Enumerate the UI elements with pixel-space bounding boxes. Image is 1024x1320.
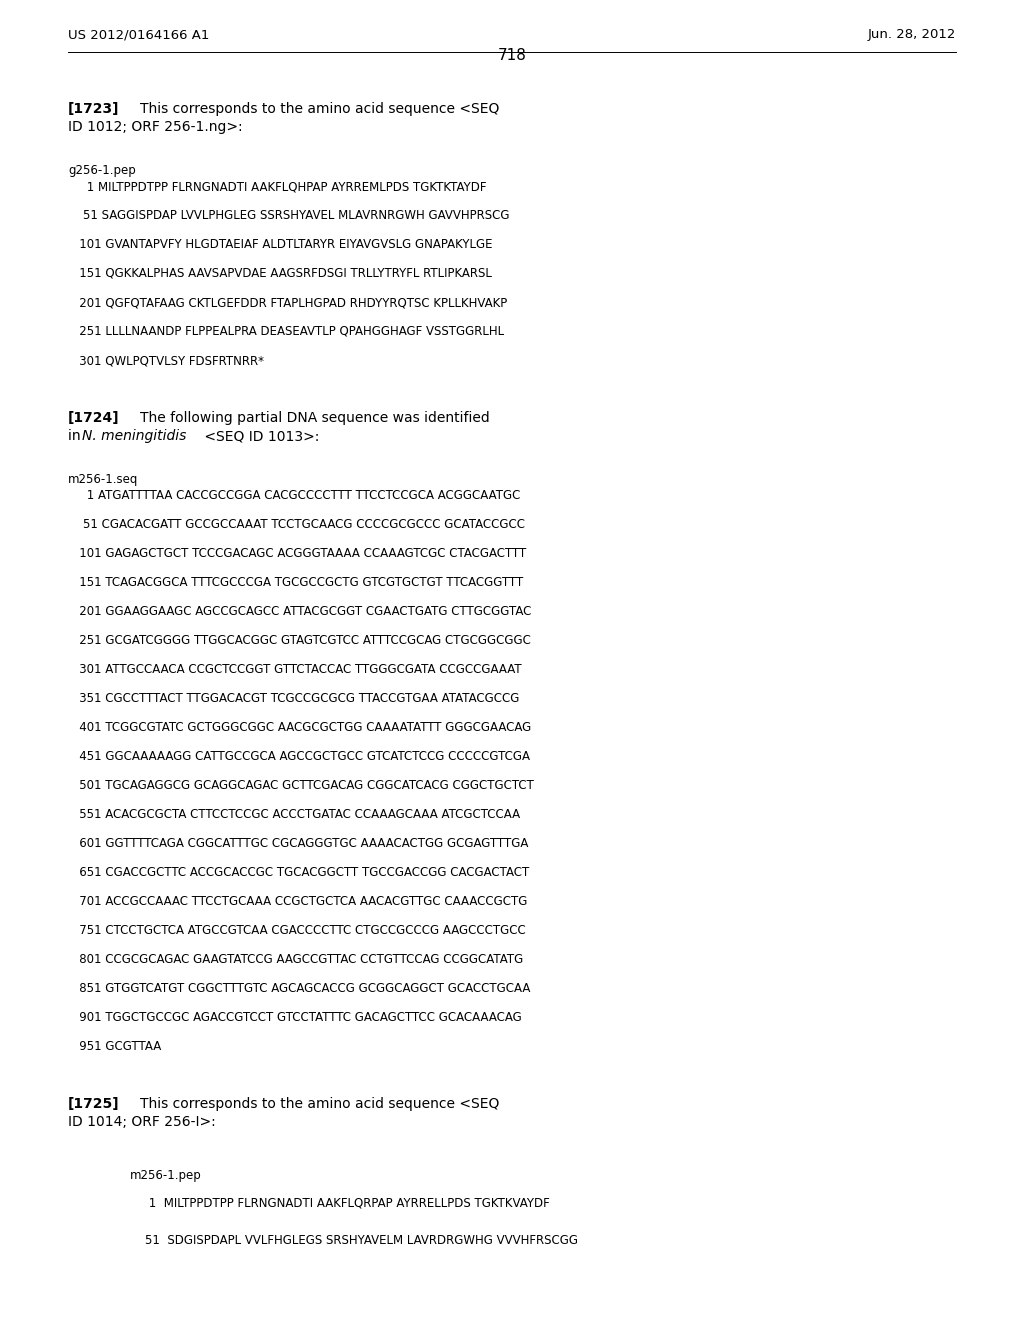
Text: [1725]: [1725] <box>68 1097 120 1111</box>
Text: This corresponds to the amino acid sequence <SEQ: This corresponds to the amino acid seque… <box>140 102 500 116</box>
Text: 718: 718 <box>498 48 526 63</box>
Text: US 2012/0164166 A1: US 2012/0164166 A1 <box>68 28 209 41</box>
Text: 551 ACACGCGCTA CTTCCTCCGC ACCCTGATAC CCAAAGCAAA ATCGCTCCAA: 551 ACACGCGCTA CTTCCTCCGC ACCCTGATAC CCA… <box>68 808 520 821</box>
Text: 451 GGCAAAAAGG CATTGCCGCA AGCCGCTGCC GTCATCTCCG CCCCCGTCGA: 451 GGCAAAAAGG CATTGCCGCA AGCCGCTGCC GTC… <box>68 750 530 763</box>
Text: 651 CGACCGCTTC ACCGCACCGC TGCACGGCTT TGCCGACCGG CACGACTACT: 651 CGACCGCTTC ACCGCACCGC TGCACGGCTT TGC… <box>68 866 529 879</box>
Text: 251 LLLLNAANDP FLPPEALPRA DEASEAVTLP QPAHGGHAGF VSSTGGRLHL: 251 LLLLNAANDP FLPPEALPRA DEASEAVTLP QPA… <box>68 325 504 338</box>
Text: 251 GCGATCGGGG TTGGCACGGC GTAGTCGTCC ATTTCCGCAG CTGCGGCGGC: 251 GCGATCGGGG TTGGCACGGC GTAGTCGTCC ATT… <box>68 634 530 647</box>
Text: 1 ATGATTTTAA CACCGCCGGA CACGCCCCTTT TTCCTCCGCA ACGGCAATGC: 1 ATGATTTTAA CACCGCCGGA CACGCCCCTTT TTCC… <box>68 488 520 502</box>
Text: 51  SDGISPDAPL VVLFHGLEGS SRSHYAVELM LAVRDRGWHG VVVHFRSCGG: 51 SDGISPDAPL VVLFHGLEGS SRSHYAVELM LAVR… <box>130 1234 578 1247</box>
Text: This corresponds to the amino acid sequence <SEQ: This corresponds to the amino acid seque… <box>140 1097 500 1111</box>
Text: 351 CGCCTTTACT TTGGACACGT TCGCCGCGCG TTACCGTGAA ATATACGCCG: 351 CGCCTTTACT TTGGACACGT TCGCCGCGCG TTA… <box>68 692 519 705</box>
Text: 851 GTGGTCATGT CGGCTTTGTC AGCAGCACCG GCGGCAGGCT GCACCTGCAA: 851 GTGGTCATGT CGGCTTTGTC AGCAGCACCG GCG… <box>68 982 530 995</box>
Text: 51 SAGGISPDAP LVVLPHGLEG SSRSHYAVEL MLAVRNRGWH GAVVHPRSCG: 51 SAGGISPDAP LVVLPHGLEG SSRSHYAVEL MLAV… <box>68 209 510 222</box>
Text: 151 QGKKALPHAS AAVSAPVDAE AAGSRFDSGI TRLLYTRYFL RTLIPKARSL: 151 QGKKALPHAS AAVSAPVDAE AAGSRFDSGI TRL… <box>68 267 492 280</box>
Text: 1  MILTPPDTPP FLRNGNADTI AAKFLQRPAP AYRRELLPDS TGKTKVAYDF: 1 MILTPPDTPP FLRNGNADTI AAKFLQRPAP AYRRE… <box>130 1197 550 1210</box>
Text: 401 TCGGCGTATC GCTGGGCGGC AACGCGCTGG CAAAATATTT GGGCGAACAG: 401 TCGGCGTATC GCTGGGCGGC AACGCGCTGG CAA… <box>68 721 531 734</box>
Text: 51 CGACACGATT GCCGCCAAAT TCCTGCAACG CCCCGCGCCC GCATACCGCC: 51 CGACACGATT GCCGCCAAAT TCCTGCAACG CCCC… <box>68 517 525 531</box>
Text: 201 QGFQTAFAAG CKTLGEFDDR FTAPLHGPAD RHDYYRQTSC KPLLKHVAKP: 201 QGFQTAFAAG CKTLGEFDDR FTAPLHGPAD RHD… <box>68 296 507 309</box>
Text: m256-1.pep: m256-1.pep <box>130 1170 202 1181</box>
Text: 701 ACCGCCAAAC TTCCTGCAAA CCGCTGCTCA AACACGTTGC CAAACCGCTG: 701 ACCGCCAAAC TTCCTGCAAA CCGCTGCTCA AAC… <box>68 895 527 908</box>
Text: ID 1014; ORF 256-I>:: ID 1014; ORF 256-I>: <box>68 1115 216 1129</box>
Text: 951 GCGTTAA: 951 GCGTTAA <box>68 1040 161 1053</box>
Text: 201 GGAAGGAAGC AGCCGCAGCC ATTACGCGGT CGAACTGATG CTTGCGGTAC: 201 GGAAGGAAGC AGCCGCAGCC ATTACGCGGT CGA… <box>68 605 531 618</box>
Text: 301 ATTGCCAACA CCGCTCCGGT GTTCTACCAC TTGGGCGATA CCGCCGAAAT: 301 ATTGCCAACA CCGCTCCGGT GTTCTACCAC TTG… <box>68 663 521 676</box>
Text: 801 CCGCGCAGAC GAAGTATCCG AAGCCGTTAC CCTGTTCCAG CCGGCATATG: 801 CCGCGCAGAC GAAGTATCCG AAGCCGTTAC CCT… <box>68 953 523 966</box>
Text: <SEQ ID 1013>:: <SEQ ID 1013>: <box>200 429 319 444</box>
Text: N. meningitidis: N. meningitidis <box>82 429 186 444</box>
Text: The following partial DNA sequence was identified: The following partial DNA sequence was i… <box>140 411 489 425</box>
Text: 101 GAGAGCTGCT TCCCGACAGC ACGGGTAAAA CCAAAGTCGC CTACGACTTT: 101 GAGAGCTGCT TCCCGACAGC ACGGGTAAAA CCA… <box>68 546 526 560</box>
Text: Jun. 28, 2012: Jun. 28, 2012 <box>867 28 956 41</box>
Text: 101 GVANTAPVFY HLGDTAEIAF ALDTLTARYR EIYAVGVSLG GNAPAKYLGE: 101 GVANTAPVFY HLGDTAEIAF ALDTLTARYR EIY… <box>68 238 493 251</box>
Text: 1 MILTPPDTPP FLRNGNADTI AAKFLQHPAP AYRREMLPDS TGKTKTAYDF: 1 MILTPPDTPP FLRNGNADTI AAKFLQHPAP AYRRE… <box>68 180 486 193</box>
Text: ID 1012; ORF 256-1.ng>:: ID 1012; ORF 256-1.ng>: <box>68 120 243 135</box>
Text: m256-1.seq: m256-1.seq <box>68 473 138 486</box>
Text: in: in <box>68 429 85 444</box>
Text: 901 TGGCTGCCGC AGACCGTCCT GTCCTATTTC GACAGCTTCC GCACAAACAG: 901 TGGCTGCCGC AGACCGTCCT GTCCTATTTC GAC… <box>68 1011 522 1024</box>
Text: 301 QWLPQTVLSY FDSFRTNRR*: 301 QWLPQTVLSY FDSFRTNRR* <box>68 354 264 367</box>
Text: 751 CTCCTGCTCA ATGCCGTCAA CGACCCCTTC CTGCCGCCCG AAGCCCTGCC: 751 CTCCTGCTCA ATGCCGTCAA CGACCCCTTC CTG… <box>68 924 525 937</box>
Text: g256-1.pep: g256-1.pep <box>68 164 136 177</box>
Text: [1724]: [1724] <box>68 411 120 425</box>
Text: 501 TGCAGAGGCG GCAGGCAGAC GCTTCGACAG CGGCATCACG CGGCTGCTCT: 501 TGCAGAGGCG GCAGGCAGAC GCTTCGACAG CGG… <box>68 779 534 792</box>
Text: 601 GGTTTTCAGA CGGCATTTGC CGCAGGGTGC AAAACACTGG GCGAGTTTGA: 601 GGTTTTCAGA CGGCATTTGC CGCAGGGTGC AAA… <box>68 837 528 850</box>
Text: 151 TCAGACGGCA TTTCGCCCGA TGCGCCGCTG GTCGTGCTGT TTCACGGTTT: 151 TCAGACGGCA TTTCGCCCGA TGCGCCGCTG GTC… <box>68 576 523 589</box>
Text: [1723]: [1723] <box>68 102 120 116</box>
